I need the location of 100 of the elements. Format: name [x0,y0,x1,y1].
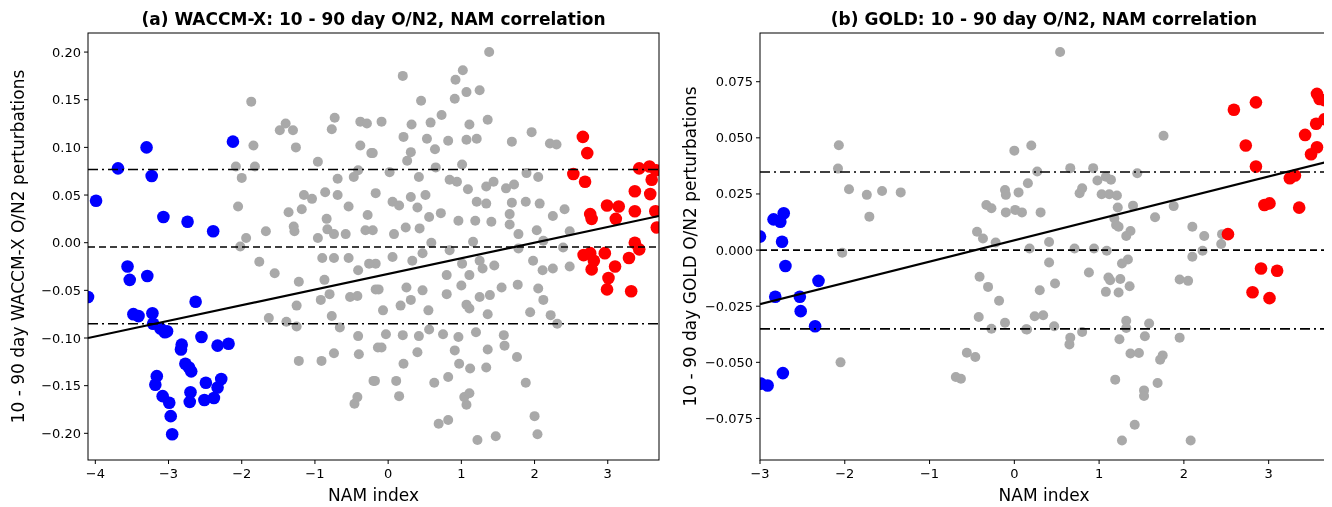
point [1249,96,1263,109]
x-tick-label: 2 [1179,466,1189,481]
point [1227,103,1241,117]
point [1298,128,1312,142]
point [211,339,224,352]
point [612,200,626,213]
point [164,409,178,423]
point [165,427,179,441]
y-tick-label: 0.00 [52,235,81,251]
point [140,141,153,154]
point [189,295,202,309]
x-tick-label: −1 [919,466,940,481]
point [580,146,594,160]
x-tick-label: −3 [158,466,179,481]
y-axis-title: 10 - 90 day GOLD O/N2 perturbations [680,86,700,407]
point [1292,201,1306,214]
point [162,396,176,410]
point [111,162,125,175]
point [761,379,774,392]
point [777,206,791,220]
point [184,365,198,378]
y-tick-label: 0.025 [715,186,753,202]
point [199,376,213,390]
point [206,224,220,238]
y-tick-label: 0.000 [715,242,753,258]
point [622,251,636,265]
y-tick-label: 0.10 [52,139,81,155]
y-tick-label: −0.025 [704,298,753,314]
y-tick-label: −0.10 [41,330,81,346]
point [1249,160,1263,173]
point [602,271,615,285]
point [157,210,170,224]
point [608,260,622,273]
y-tick-label: 0.075 [715,74,753,90]
point [578,175,592,188]
point [1239,139,1253,152]
x-axis-title: NAM index [998,485,1090,505]
point [645,173,658,187]
point [1304,147,1318,161]
point [624,285,638,298]
point [132,309,145,323]
x-tick-label: −2 [835,466,855,481]
point [181,215,194,229]
point [1309,117,1323,130]
point [779,259,792,273]
point [808,319,822,333]
chart-title: (b) GOLD: 10 - 90 day O/N2, NAM correlation [830,9,1258,29]
point [89,194,103,208]
x-tick-label: 3 [1264,466,1273,481]
point [145,169,158,183]
point [149,378,162,391]
point [183,395,197,409]
point [222,337,235,351]
y-tick-label: −0.05 [41,282,81,298]
y-tick-label: −0.15 [41,378,81,394]
x-axis-title: NAM index [328,485,419,505]
y-tick-label: −0.050 [704,354,753,370]
y-tick-label: −0.20 [41,425,81,441]
x-tick-label: −1 [305,466,325,481]
point [775,235,789,249]
point [121,260,134,273]
point [146,306,159,320]
x-tick-label: 1 [457,466,466,481]
x-tick-label: 2 [530,466,539,481]
point [123,273,137,287]
y-tick-label: 0.050 [715,130,753,146]
y-tick-label: 0.15 [52,92,81,108]
point [600,199,614,212]
point [1246,286,1259,299]
x-tick-label: 0 [1010,466,1019,481]
point [776,366,790,380]
point [1221,227,1235,241]
chart-title: (a) WACCM-X: 10 - 90 day O/N2, NAM correlation [141,9,606,29]
point [141,269,154,283]
x-tick-label: −2 [232,466,252,481]
point [585,263,598,276]
x-tick-label: −3 [750,466,770,481]
point [226,135,240,148]
point [812,274,825,288]
point [609,212,623,226]
point [1263,291,1276,305]
point [207,391,221,405]
point [794,304,807,318]
y-tick-label: 0.20 [52,44,81,60]
point [643,187,657,201]
point [567,167,580,181]
y-tick-label: −0.075 [704,410,753,426]
x-tick-label: 3 [603,466,612,481]
point [195,330,208,344]
x-tick-label: 0 [384,466,393,481]
y-axis-title: 10 - 90 day WACCM-X O/N2 perturbations [8,69,28,424]
point [1270,264,1284,278]
x-tick-label: 1 [1094,466,1104,481]
point [211,381,224,394]
point [628,184,642,198]
point [576,130,590,144]
point [628,204,642,218]
point [598,246,612,260]
point [600,283,614,296]
x-tick-label: −4 [85,466,105,481]
